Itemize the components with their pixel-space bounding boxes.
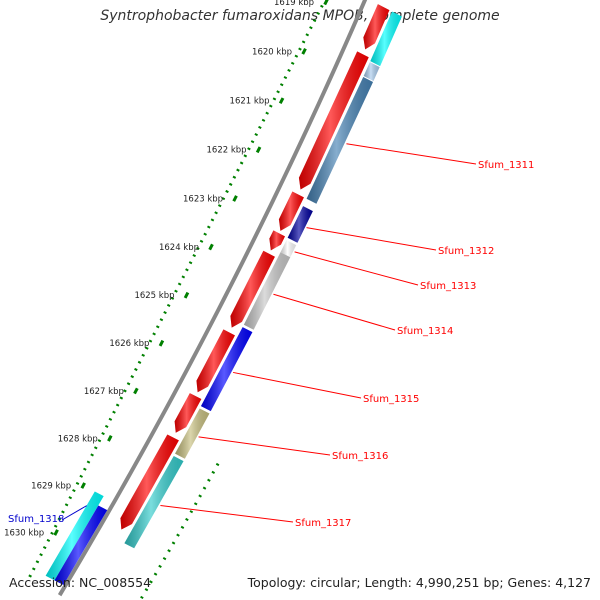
ruler-tick-label: 1619 kbp — [274, 0, 314, 8]
labels-layer: Sfum_1311 Sfum_1312 Sfum_1313 Sfum_1314 Sfum… — [8, 143, 534, 529]
ruler-tick-label: 1627 kbp — [84, 387, 124, 397]
ruler-layer: 1619 kbp 1620 kbp 1621 kbp 1622 kbp 1623 kbp… — [4, 0, 329, 580]
ruler-tick — [80, 482, 86, 489]
gene-label-leader — [346, 143, 477, 165]
ruler-tick-label: 1622 kbp — [207, 146, 247, 156]
gene-label[interactable]: Sfum_1311 — [478, 160, 534, 171]
reverse-gene-block-shade — [200, 327, 253, 412]
reverse-gene-block-shade — [363, 62, 380, 81]
gene-label-leader — [294, 251, 419, 286]
gene-label-leader — [273, 293, 396, 331]
gene-label-leader — [160, 504, 294, 523]
gene-label-leader — [306, 227, 437, 251]
features-layer — [45, 4, 402, 585]
gene-label[interactable]: Sfum_1317 — [295, 518, 351, 529]
ruler-tick — [208, 243, 214, 251]
ruler-tick-label: 1624 kbp — [159, 243, 199, 253]
forward-gene-block-shade — [196, 329, 235, 393]
ruler-tick-label: 1625 kbp — [134, 291, 174, 301]
forward-gene-block-shade — [269, 230, 286, 251]
reverse-gene-block-shade — [175, 408, 210, 459]
forward-gene-block-shade — [120, 434, 179, 530]
backbone-layer — [57, 0, 368, 600]
ruler-tick — [133, 387, 139, 395]
gene-label[interactable]: Sfum_1315 — [363, 394, 419, 405]
ruler-tick — [232, 195, 238, 202]
ruler-tick — [183, 291, 190, 299]
ruler-tick-label: 1621 kbp — [230, 97, 270, 107]
genome-backbone — [57, 0, 368, 597]
genome-stats: Topology: circular; Length: 4,990,251 bp… — [247, 575, 591, 590]
outer-gene-block-shade — [54, 505, 108, 585]
ruler-tick-label: 1629 kbp — [31, 482, 71, 492]
forward-gene-block-shade — [363, 4, 390, 50]
ruler-tick — [255, 146, 262, 154]
ruler-line — [27, 0, 327, 580]
ruler-tick-label: 1623 kbp — [183, 194, 223, 204]
forward-gene-block-shade — [230, 250, 275, 328]
gene-label-leader — [61, 505, 87, 521]
ruler-tick — [278, 97, 285, 105]
reverse-gene-block-shade — [243, 252, 291, 330]
gene-label-leader — [232, 371, 362, 399]
gene-label[interactable]: Sfum_1313 — [420, 281, 476, 292]
ruler-tick — [158, 339, 165, 347]
forward-gene-block-shade — [298, 51, 369, 190]
reverse-gene-block-shade — [124, 456, 184, 549]
gene-label-leader — [198, 436, 331, 456]
ruler-tick-label: 1626 kbp — [109, 339, 149, 349]
ruler-tick — [107, 435, 113, 442]
reverse-gene-block-shade — [287, 206, 313, 243]
gene-label[interactable]: Sfum_1318 — [8, 514, 64, 525]
reverse-gene-block-shade — [306, 76, 374, 204]
ruler-tick-label: 1630 kbp — [4, 529, 44, 539]
gene-label[interactable]: Sfum_1314 — [397, 326, 453, 337]
forward-gene-block-shade — [278, 191, 304, 231]
ruler-tick — [323, 0, 329, 6]
gene-label[interactable]: Sfum_1316 — [332, 451, 388, 462]
accession-label: Accession: NC_008554 — [9, 575, 152, 590]
ruler-tick — [301, 48, 307, 55]
ruler-tick-label: 1628 kbp — [58, 434, 98, 444]
ruler-tick-label: 1620 kbp — [252, 47, 292, 57]
gene-label[interactable]: Sfum_1312 — [438, 246, 494, 257]
forward-gene-block-shade — [174, 393, 202, 433]
reverse-gene-block-shade — [370, 11, 402, 67]
outer-gene-block-shade — [45, 491, 104, 581]
ruler-tick — [53, 529, 59, 536]
reverse-gene-block-shade — [280, 240, 297, 258]
